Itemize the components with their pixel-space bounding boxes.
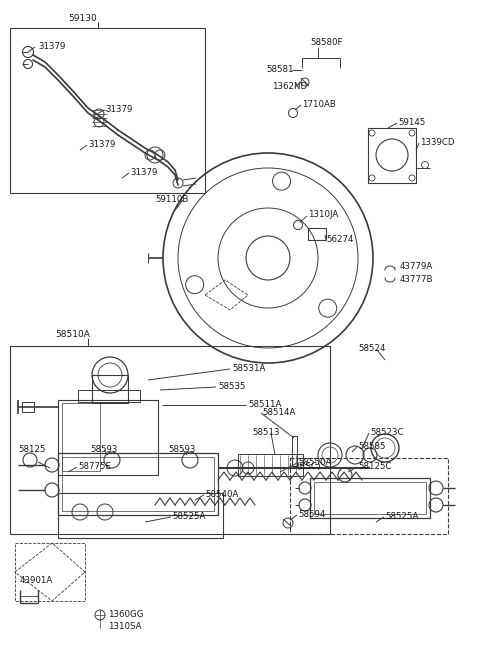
Text: 58524: 58524 xyxy=(358,344,385,353)
Bar xyxy=(290,458,448,534)
Text: 58550A: 58550A xyxy=(298,458,331,467)
Text: 58593: 58593 xyxy=(90,445,118,454)
Text: 56274: 56274 xyxy=(326,235,353,244)
Text: 58581: 58581 xyxy=(266,65,293,74)
Text: 1360GG: 1360GG xyxy=(108,610,144,619)
Text: 58525A: 58525A xyxy=(385,512,419,521)
Text: 31379: 31379 xyxy=(88,140,115,149)
Text: 58594: 58594 xyxy=(298,510,325,519)
Circle shape xyxy=(369,175,375,181)
Text: 1339CD: 1339CD xyxy=(420,138,455,147)
Bar xyxy=(238,454,303,476)
Bar xyxy=(62,403,100,471)
Bar xyxy=(78,390,140,402)
Text: 58125: 58125 xyxy=(18,445,46,454)
Text: 58535: 58535 xyxy=(218,382,245,391)
Text: 31379: 31379 xyxy=(105,105,132,114)
Bar xyxy=(22,402,34,412)
Bar xyxy=(58,400,158,475)
Bar xyxy=(58,493,223,538)
Text: 58580F: 58580F xyxy=(310,38,343,47)
Bar xyxy=(58,453,218,515)
Text: 43779A: 43779A xyxy=(400,262,433,271)
Text: 58125C: 58125C xyxy=(358,462,392,471)
Circle shape xyxy=(369,130,375,136)
Bar xyxy=(15,543,85,601)
Text: 58511A: 58511A xyxy=(248,400,281,409)
Text: 1362ND: 1362ND xyxy=(272,82,307,91)
Text: 1310JA: 1310JA xyxy=(308,210,338,219)
Text: 59130: 59130 xyxy=(68,14,97,23)
Text: 58775E: 58775E xyxy=(78,462,111,471)
Bar xyxy=(368,128,416,183)
Text: 58531A: 58531A xyxy=(232,364,265,373)
Text: 58513: 58513 xyxy=(252,428,279,437)
Text: 58510A: 58510A xyxy=(55,330,90,339)
Text: 58585: 58585 xyxy=(358,442,385,451)
Text: 1710AB: 1710AB xyxy=(302,100,336,109)
Text: 58540A: 58540A xyxy=(205,490,239,499)
Circle shape xyxy=(409,130,415,136)
Text: (ESC): (ESC) xyxy=(296,462,321,471)
Bar xyxy=(310,478,430,518)
Text: 58514A: 58514A xyxy=(262,408,295,417)
Bar xyxy=(10,346,330,534)
Bar xyxy=(308,228,326,240)
Text: 31379: 31379 xyxy=(38,42,65,51)
Circle shape xyxy=(409,175,415,181)
Bar xyxy=(10,28,205,193)
Text: 1310SA: 1310SA xyxy=(108,622,142,631)
Text: 31379: 31379 xyxy=(130,168,157,177)
Bar xyxy=(62,457,214,511)
Bar xyxy=(314,482,426,514)
Text: 59145: 59145 xyxy=(398,118,425,127)
Bar xyxy=(92,375,128,403)
Text: 58593: 58593 xyxy=(168,445,195,454)
Text: 58525A: 58525A xyxy=(172,512,205,521)
Text: 43901A: 43901A xyxy=(20,576,53,585)
Text: 58523C: 58523C xyxy=(370,428,404,437)
Bar xyxy=(292,436,297,466)
Text: 59110B: 59110B xyxy=(155,195,188,204)
Text: 43777B: 43777B xyxy=(400,275,433,284)
